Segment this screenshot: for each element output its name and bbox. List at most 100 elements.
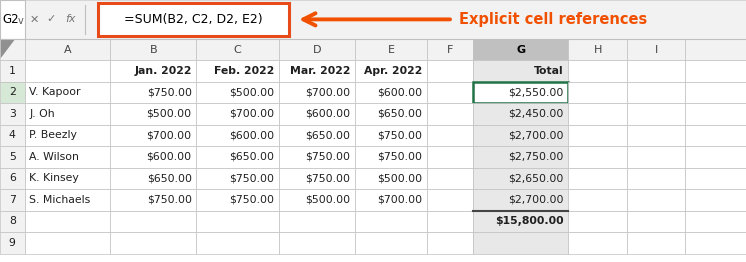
Bar (627, 39, 685, 60)
Text: =SUM(B2, C2, D2, E2): =SUM(B2, C2, D2, E2) (125, 13, 263, 26)
Bar (0, 39, 25, 60)
Bar (685, 189, 746, 211)
Bar (25, 189, 110, 211)
Text: G: G (516, 45, 525, 54)
Text: $650.00: $650.00 (306, 130, 351, 140)
Bar (568, 189, 627, 211)
Bar (427, 189, 473, 211)
Bar (355, 82, 427, 103)
Bar (196, 103, 279, 125)
Bar (627, 189, 685, 211)
Bar (685, 168, 746, 189)
Bar (0, 103, 25, 125)
Text: S. Michaels: S. Michaels (29, 195, 90, 205)
Text: ✕: ✕ (30, 14, 40, 24)
Bar (427, 211, 473, 232)
Text: $750.00: $750.00 (230, 173, 275, 183)
Text: D: D (313, 45, 322, 54)
Text: H: H (594, 45, 602, 54)
Text: $600.00: $600.00 (147, 152, 192, 162)
Bar (568, 168, 627, 189)
Bar (427, 232, 473, 254)
Bar (279, 39, 355, 60)
Bar (25, 232, 110, 254)
Bar (473, 82, 568, 103)
Bar (0, 0, 25, 39)
Bar (279, 103, 355, 125)
Bar (627, 168, 685, 189)
Bar (355, 211, 427, 232)
Text: E: E (387, 45, 395, 54)
Bar (110, 125, 196, 146)
Bar (110, 232, 196, 254)
Bar (25, 82, 110, 103)
Text: $600.00: $600.00 (230, 130, 275, 140)
Text: 4: 4 (9, 130, 16, 140)
Bar (473, 125, 568, 146)
Text: 5: 5 (9, 152, 16, 162)
Bar (25, 39, 110, 60)
Bar (473, 211, 568, 232)
Bar (0, 60, 25, 82)
Bar (685, 211, 746, 232)
Bar (196, 39, 279, 60)
Text: J. Oh: J. Oh (29, 109, 54, 119)
Text: $500.00: $500.00 (377, 173, 422, 183)
Bar (196, 168, 279, 189)
Text: $600.00: $600.00 (306, 109, 351, 119)
Text: $15,800.00: $15,800.00 (495, 216, 564, 226)
Bar (473, 60, 568, 82)
Bar (355, 168, 427, 189)
Bar (473, 232, 568, 254)
Bar (627, 103, 685, 125)
Bar (427, 125, 473, 146)
Bar (355, 60, 427, 82)
Text: $500.00: $500.00 (230, 88, 275, 97)
Text: $500.00: $500.00 (306, 195, 351, 205)
Bar (110, 189, 196, 211)
Bar (279, 60, 355, 82)
Text: F: F (447, 45, 453, 54)
Text: P. Beezly: P. Beezly (29, 130, 77, 140)
Text: $700.00: $700.00 (147, 130, 192, 140)
Text: Explicit cell references: Explicit cell references (459, 12, 647, 27)
Polygon shape (1, 40, 15, 58)
Bar (279, 125, 355, 146)
Bar (568, 60, 627, 82)
Bar (25, 146, 110, 168)
Bar (627, 125, 685, 146)
Text: $650.00: $650.00 (377, 109, 422, 119)
Text: Mar. 2022: Mar. 2022 (290, 66, 351, 76)
Bar (427, 168, 473, 189)
Bar (0, 211, 25, 232)
Text: $2,700.00: $2,700.00 (509, 130, 564, 140)
Bar (568, 82, 627, 103)
Bar (196, 189, 279, 211)
Bar (627, 232, 685, 254)
Bar (685, 232, 746, 254)
Bar (473, 168, 568, 189)
Bar (110, 211, 196, 232)
Text: B: B (149, 45, 157, 54)
Text: 6: 6 (9, 173, 16, 183)
Text: A. Wilson: A. Wilson (29, 152, 79, 162)
Bar (110, 146, 196, 168)
Bar (685, 146, 746, 168)
Text: K. Kinsey: K. Kinsey (29, 173, 79, 183)
Text: ✓: ✓ (47, 14, 56, 24)
Bar (355, 39, 427, 60)
Bar (568, 39, 627, 60)
Text: $2,700.00: $2,700.00 (509, 195, 564, 205)
Text: $750.00: $750.00 (147, 195, 192, 205)
Bar (427, 60, 473, 82)
Text: C: C (233, 45, 242, 54)
Bar (0, 189, 25, 211)
Text: $750.00: $750.00 (306, 152, 351, 162)
Bar (25, 168, 110, 189)
Text: A: A (63, 45, 72, 54)
Bar (279, 189, 355, 211)
Text: v: v (17, 16, 23, 26)
Bar (473, 189, 568, 211)
Text: $700.00: $700.00 (377, 195, 422, 205)
Text: 3: 3 (9, 109, 16, 119)
